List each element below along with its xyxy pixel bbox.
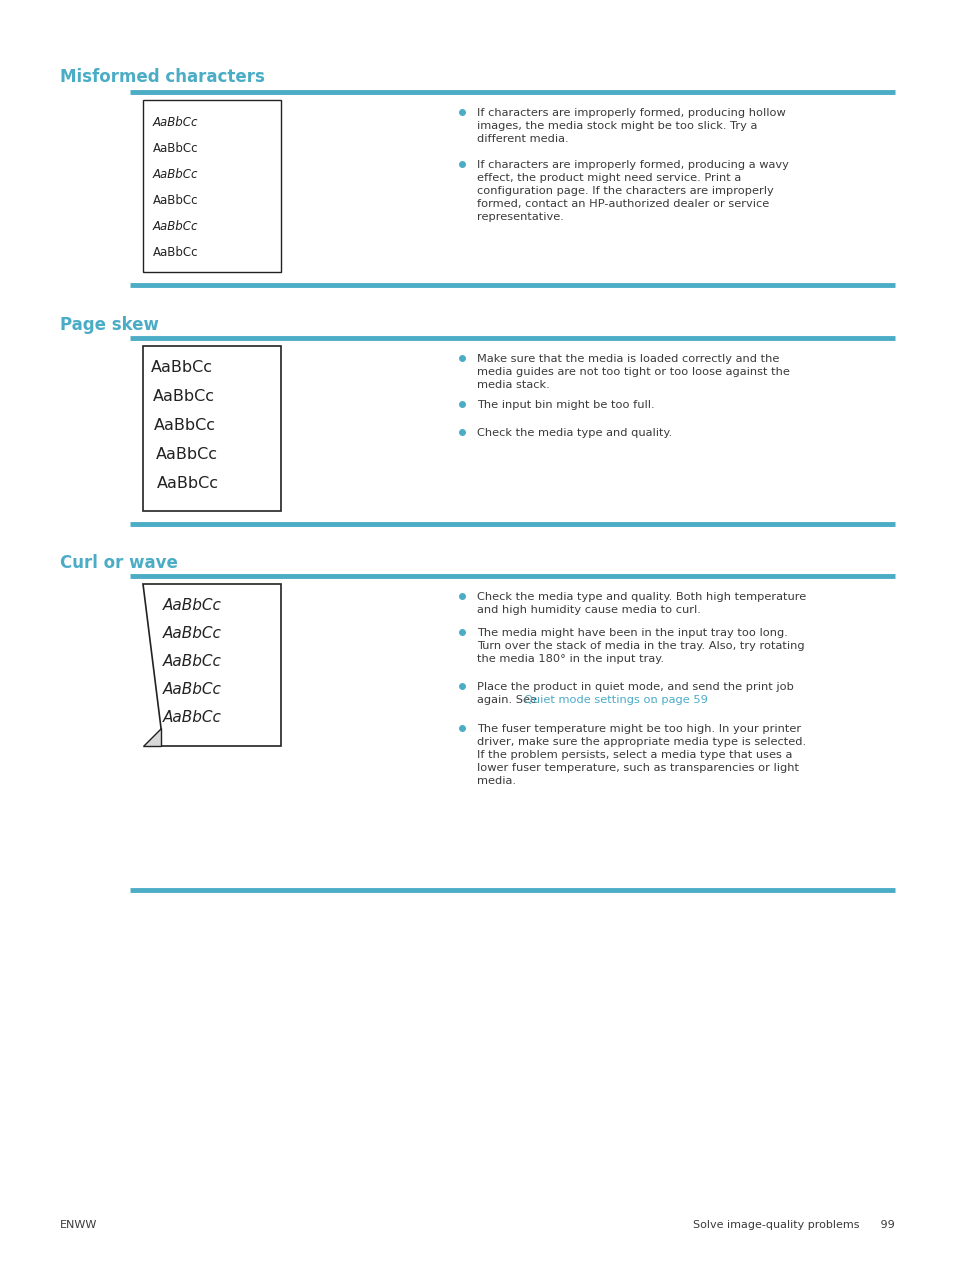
Text: Make sure that the media is loaded correctly and the: Make sure that the media is loaded corre… <box>476 354 779 364</box>
Text: media stack.: media stack. <box>476 380 549 390</box>
Text: AaBbCc: AaBbCc <box>152 220 198 232</box>
Text: AaBbCc: AaBbCc <box>163 710 222 725</box>
Text: The fuser temperature might be too high. In your printer: The fuser temperature might be too high.… <box>476 724 801 734</box>
Text: formed, contact an HP-authorized dealer or service: formed, contact an HP-authorized dealer … <box>476 199 768 210</box>
Text: AaBbCc: AaBbCc <box>157 476 219 491</box>
Text: AaBbCc: AaBbCc <box>163 682 222 697</box>
Bar <box>143 100 281 272</box>
Text: ENWW: ENWW <box>60 1220 97 1231</box>
Text: AaBbCc: AaBbCc <box>153 418 215 433</box>
Text: AaBbCc: AaBbCc <box>152 116 198 130</box>
Text: AaBbCc: AaBbCc <box>152 194 198 207</box>
Polygon shape <box>143 584 281 745</box>
Text: AaBbCc: AaBbCc <box>152 168 198 182</box>
Text: .: . <box>651 695 655 705</box>
Text: AaBbCc: AaBbCc <box>152 246 198 259</box>
Text: Check the media type and quality. Both high temperature: Check the media type and quality. Both h… <box>476 592 805 602</box>
Text: Check the media type and quality.: Check the media type and quality. <box>476 428 672 438</box>
Text: AaBbCc: AaBbCc <box>151 359 213 375</box>
Text: If characters are improperly formed, producing a wavy: If characters are improperly formed, pro… <box>476 160 788 170</box>
Text: media guides are not too tight or too loose against the: media guides are not too tight or too lo… <box>476 367 789 377</box>
Text: AaBbCc: AaBbCc <box>163 626 222 641</box>
Text: driver, make sure the appropriate media type is selected.: driver, make sure the appropriate media … <box>476 737 805 747</box>
Text: AaBbCc: AaBbCc <box>152 389 214 404</box>
Text: Solve image-quality problems      99: Solve image-quality problems 99 <box>693 1220 894 1231</box>
Text: If characters are improperly formed, producing hollow: If characters are improperly formed, pro… <box>476 108 785 118</box>
Text: The media might have been in the input tray too long.: The media might have been in the input t… <box>476 627 787 638</box>
Text: representative.: representative. <box>476 212 563 222</box>
Polygon shape <box>143 728 161 745</box>
Text: The input bin might be too full.: The input bin might be too full. <box>476 400 654 410</box>
Text: If the problem persists, select a media type that uses a: If the problem persists, select a media … <box>476 751 792 759</box>
Text: Quiet mode settings on page 59: Quiet mode settings on page 59 <box>523 695 707 705</box>
Text: AaBbCc: AaBbCc <box>152 142 198 155</box>
Text: lower fuser temperature, such as transparencies or light: lower fuser temperature, such as transpa… <box>476 763 799 773</box>
Text: AaBbCc: AaBbCc <box>163 598 222 613</box>
Text: images, the media stock might be too slick. Try a: images, the media stock might be too sli… <box>476 121 757 131</box>
Text: AaBbCc: AaBbCc <box>163 654 222 669</box>
Text: Misformed characters: Misformed characters <box>60 69 265 86</box>
Text: different media.: different media. <box>476 135 568 144</box>
Bar <box>143 345 281 511</box>
Text: effect, the product might need service. Print a: effect, the product might need service. … <box>476 173 740 183</box>
Text: again. See: again. See <box>476 695 540 705</box>
Text: Turn over the stack of media in the tray. Also, try rotating: Turn over the stack of media in the tray… <box>476 641 803 652</box>
Text: media.: media. <box>476 776 516 786</box>
Text: Page skew: Page skew <box>60 316 159 334</box>
Text: Place the product in quiet mode, and send the print job: Place the product in quiet mode, and sen… <box>476 682 793 692</box>
Text: configuration page. If the characters are improperly: configuration page. If the characters ar… <box>476 185 773 196</box>
Text: and high humidity cause media to curl.: and high humidity cause media to curl. <box>476 605 700 615</box>
Text: Curl or wave: Curl or wave <box>60 554 177 572</box>
Text: AaBbCc: AaBbCc <box>155 447 217 462</box>
Text: the media 180° in the input tray.: the media 180° in the input tray. <box>476 654 663 664</box>
